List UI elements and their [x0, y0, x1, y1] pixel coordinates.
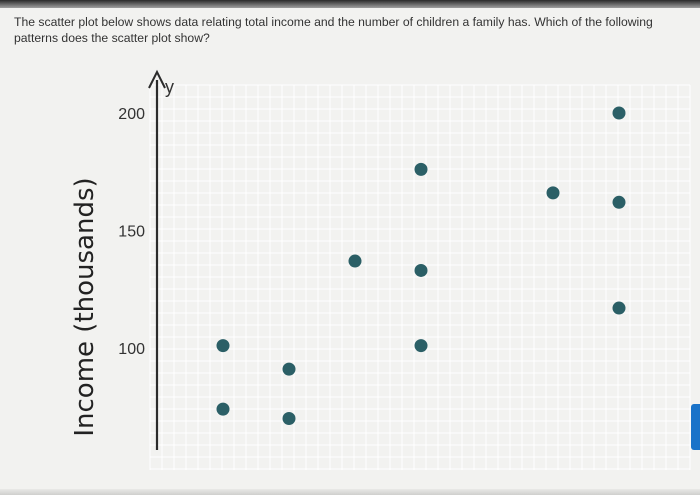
y-tick-label: 150: [118, 224, 145, 241]
y-tick-label: 100: [118, 341, 145, 358]
data-point: [612, 301, 626, 315]
data-point: [216, 339, 230, 353]
data-point: [546, 186, 560, 200]
grid: [149, 84, 691, 470]
y-axis-label: Income (thousands): [70, 177, 100, 436]
y-axis: y: [148, 69, 174, 450]
data-point: [612, 106, 626, 120]
data-point: [348, 254, 362, 268]
data-point: [612, 195, 626, 209]
top-strip: [0, 0, 700, 10]
y-tick-labels: 100 150 200: [118, 106, 145, 358]
data-point: [414, 162, 428, 176]
bottom-edge: [0, 489, 700, 495]
data-point: [282, 412, 296, 425]
side-scroll-tab[interactable]: [691, 404, 700, 450]
question-card: [0, 8, 700, 495]
data-point: [414, 263, 428, 277]
y-tick-label: 200: [118, 106, 145, 123]
question-text: The scatter plot below shows data relati…: [14, 15, 653, 45]
data-point: [414, 339, 428, 353]
y-axis-letter: y: [165, 77, 174, 97]
data-points: [216, 106, 626, 425]
data-point: [216, 402, 230, 416]
y-axis-arrow: [148, 69, 166, 89]
data-point: [282, 362, 296, 376]
